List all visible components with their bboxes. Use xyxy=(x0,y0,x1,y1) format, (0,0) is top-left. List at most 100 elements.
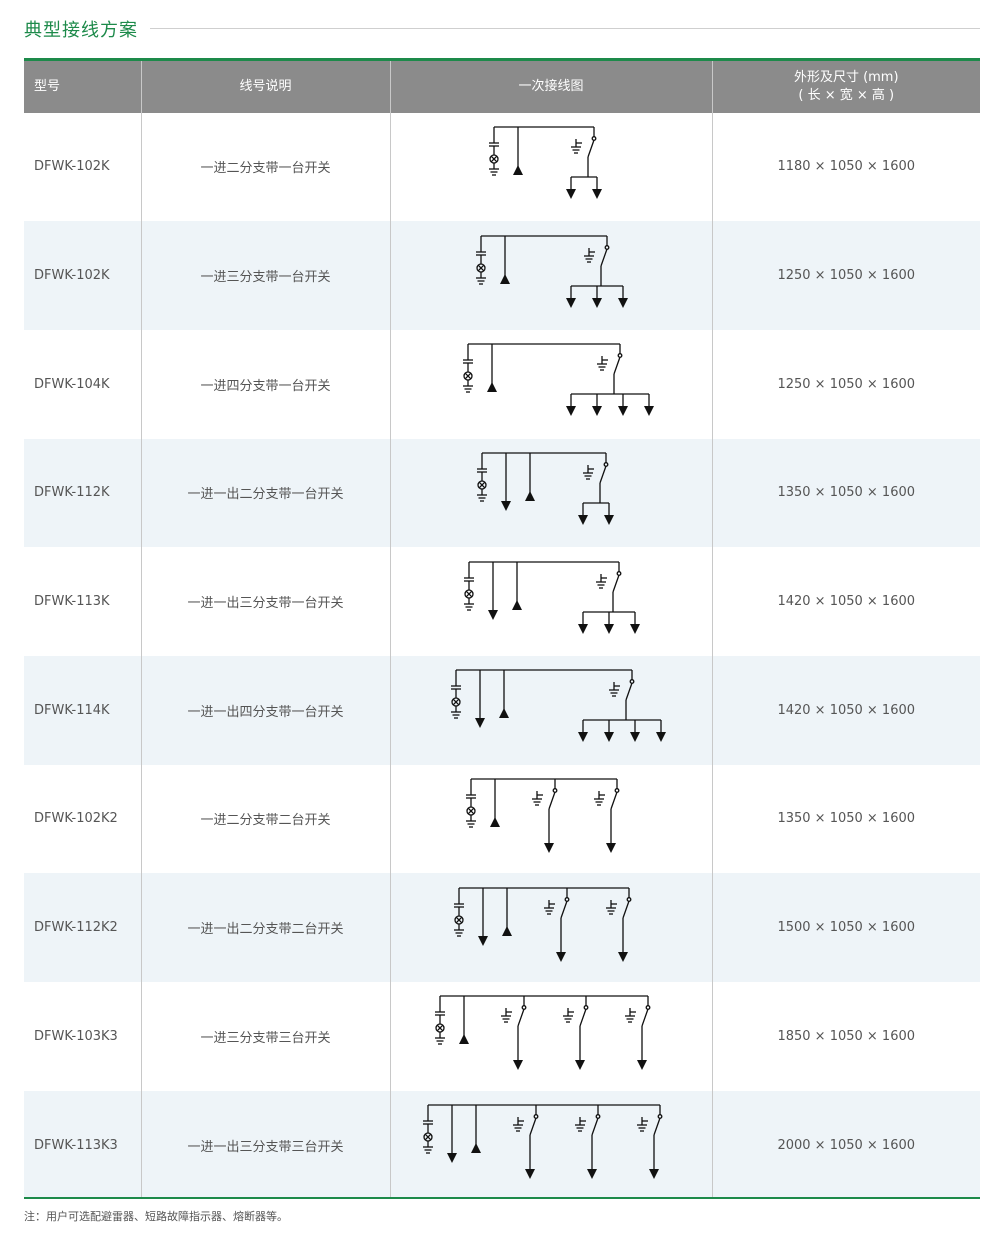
cell-size: 1850 × 1050 × 1600 xyxy=(711,982,980,1091)
outgoing-arrow-icon xyxy=(566,406,576,417)
incoming-arrow-icon xyxy=(512,599,522,610)
title-divider xyxy=(150,28,980,29)
wiring-diagram xyxy=(454,887,632,962)
cell-diagram xyxy=(389,547,712,656)
switch-blade-icon xyxy=(653,1117,661,1136)
switch-contact xyxy=(604,244,610,250)
cell-model: DFWK-114K xyxy=(24,655,141,765)
lamp-cross xyxy=(490,155,498,163)
outgoing-arrow-icon xyxy=(604,732,614,743)
switch-contact xyxy=(583,1005,589,1011)
outgoing-arrow-icon xyxy=(513,1060,523,1071)
table-row: DFWK-112K2 一进一出二分支带二台开关 1500 × 1050 × 1600 xyxy=(24,873,980,982)
incoming-arrow-icon xyxy=(459,1034,469,1045)
diagram-group xyxy=(454,887,632,962)
lamp-cross xyxy=(478,481,486,489)
table-row: DFWK-104K 一进四分支带一台开关 1250 × 1050 × 1600 xyxy=(24,329,980,439)
outgoing-arrow-icon xyxy=(656,732,666,743)
cell-model: DFWK-102K xyxy=(34,159,110,175)
diagram-group xyxy=(423,1104,663,1180)
switch-contact xyxy=(645,1005,651,1011)
outgoing-arrow-icon xyxy=(630,732,640,743)
outgoing-arrow-icon xyxy=(618,951,628,962)
cell-size: 1420 × 1050 × 1600 xyxy=(711,655,980,765)
table-row: DFWK-102K 一进三分支带一台开关 1250 × 1050 × 1600 xyxy=(24,221,980,330)
outgoing-arrow-icon xyxy=(478,935,488,946)
switch-contact xyxy=(533,1114,539,1119)
table-header-row: 型号 线号说明 一次接线图 外形及尺寸 (mm) ( 长 × 宽 × 高 ) xyxy=(24,58,980,113)
cell-size: 1250 × 1050 × 1600 xyxy=(711,329,980,439)
cell-diagram xyxy=(389,655,712,765)
switch-contact xyxy=(616,570,622,576)
switch-blade-icon xyxy=(599,465,607,484)
cell-size: 1180 × 1050 × 1600 xyxy=(711,112,980,222)
cell-description: 一进三分支带一台开关 xyxy=(140,221,390,330)
cell-model: DFWK-102K2 xyxy=(34,811,118,827)
switch-contact xyxy=(629,679,635,685)
switch-contact xyxy=(521,1005,527,1011)
outgoing-arrow-icon xyxy=(592,406,602,417)
cell-diagram xyxy=(389,982,712,1091)
outgoing-arrow-icon xyxy=(566,188,576,199)
switch-blade-icon xyxy=(610,791,618,810)
cell-description: 一进一出三分支带一台开关 xyxy=(140,547,390,656)
outgoing-arrow-icon xyxy=(578,514,588,525)
switch-blade-icon xyxy=(529,1117,537,1136)
cell-diagram xyxy=(389,873,712,982)
outgoing-arrow-icon xyxy=(544,842,554,853)
switch-contact xyxy=(591,135,597,141)
header-model: 型号 xyxy=(24,58,141,113)
cell-model: DFWK-112K2 xyxy=(24,873,141,982)
cell-diagram xyxy=(389,764,712,874)
cell-diagram xyxy=(389,1090,712,1200)
cell-size: 1350 × 1050 × 1600 xyxy=(711,438,980,548)
cell-description: 一进一出三分支带三台开关 xyxy=(140,1090,390,1200)
lamp-cross xyxy=(464,372,472,380)
title-bar: 典型接线方案 xyxy=(24,16,980,42)
cell-model: DFWK-112K xyxy=(24,438,141,548)
switch-contact xyxy=(564,896,570,902)
table-row: DFWK-103K3 一进三分支带三台开关 1850 × 1050 × 1600 xyxy=(24,982,980,1091)
switch-blade-icon xyxy=(517,1009,525,1027)
cell-model: DFWK-104K xyxy=(34,376,110,392)
page-title: 典型接线方案 xyxy=(24,20,138,41)
outgoing-arrow-icon xyxy=(630,623,640,634)
cell-model: DFWK-113K xyxy=(34,594,110,610)
switch-blade-icon xyxy=(613,357,621,375)
outgoing-arrow-icon xyxy=(649,1169,659,1180)
lamp-cross xyxy=(436,1025,444,1032)
switch-contact xyxy=(552,788,558,793)
outgoing-arrow-icon xyxy=(566,297,576,308)
outgoing-arrow-icon xyxy=(604,623,614,634)
incoming-arrow-icon xyxy=(490,816,500,827)
cell-size: 1250 × 1050 × 1600 xyxy=(711,221,980,330)
table-row: DFWK-113K3 一进一出三分支带三台开关 2000 × 1050 × 1600 xyxy=(24,1090,980,1200)
header-diagram: 一次接线图 xyxy=(389,58,712,113)
header-size: 外形及尺寸 (mm) ( 长 × 宽 × 高 ) xyxy=(711,58,980,113)
cell-description: 一进二分支带二台开关 xyxy=(140,764,390,874)
switch-contact xyxy=(626,896,632,902)
wiring-diagram xyxy=(463,343,654,417)
diagram-group xyxy=(435,995,651,1071)
diagram-group xyxy=(464,560,640,634)
wiring-diagram xyxy=(476,234,628,308)
outgoing-arrow-icon xyxy=(618,297,628,308)
incoming-arrow-icon xyxy=(513,164,523,175)
incoming-arrow-icon xyxy=(502,925,512,936)
switch-contact xyxy=(614,788,620,793)
cell-description: 一进二分支带一台开关 xyxy=(140,112,390,222)
table-row: DFWK-114K 一进一出四分支带一台开关 1420 × 1050 × 1600 xyxy=(24,655,980,765)
incoming-arrow-icon xyxy=(500,273,510,284)
switch-contact xyxy=(595,1114,601,1119)
outgoing-arrow-icon xyxy=(592,297,602,308)
wiring-diagram xyxy=(423,1104,663,1180)
outgoing-arrow-icon xyxy=(578,623,588,634)
header-description: 线号说明 xyxy=(140,58,390,113)
table-bottom-rule xyxy=(24,1197,980,1199)
diagram-group xyxy=(476,234,628,308)
switch-blade-icon xyxy=(560,900,568,918)
cell-description: 一进一出二分支带二台开关 xyxy=(140,873,390,982)
header-size-line1: 外形及尺寸 (mm) xyxy=(793,69,899,85)
cell-description: 一进一出二分支带一台开关 xyxy=(140,438,390,548)
